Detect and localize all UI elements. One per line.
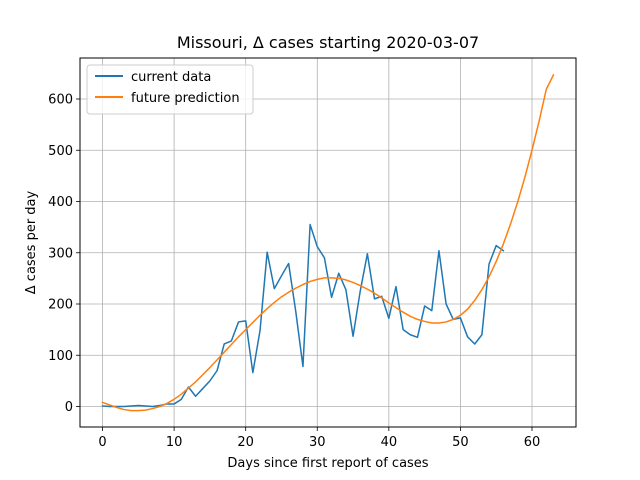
legend: current data future prediction (86, 64, 254, 115)
y-tick-label: 0 (65, 400, 73, 415)
legend-label-future-prediction: future prediction (131, 91, 240, 106)
chart-title: Missouri, Δ cases starting 2020-03-07 (177, 33, 479, 52)
x-axis-label: Days since first report of cases (227, 456, 428, 471)
x-tick-label: 20 (237, 435, 254, 450)
plot-area (80, 58, 576, 427)
y-tick-label: 400 (48, 195, 73, 210)
series-line-current-data (101, 223, 505, 408)
y-tick-label: 200 (48, 298, 73, 313)
series-layer (101, 73, 555, 412)
series-line-future-prediction (101, 73, 555, 412)
x-tick-label: 10 (166, 435, 183, 450)
grid (80, 58, 576, 427)
y-tick-label: 100 (48, 349, 73, 364)
legend-box (86, 64, 254, 115)
plot-frame (79, 57, 577, 428)
x-tick-label: 50 (452, 435, 469, 450)
y-tick-label: 500 (48, 144, 73, 159)
y-tick-label: 600 (48, 93, 73, 108)
y-axis-label: Δ cases per day (24, 190, 39, 294)
legend-label-current-data: current data (131, 70, 211, 85)
x-tick-label: 60 (524, 435, 541, 450)
x-tick-label: 40 (381, 435, 398, 450)
y-tick-label: 300 (48, 246, 73, 261)
x-tick-label: 30 (309, 435, 326, 450)
x-tick-label: 0 (98, 435, 106, 450)
